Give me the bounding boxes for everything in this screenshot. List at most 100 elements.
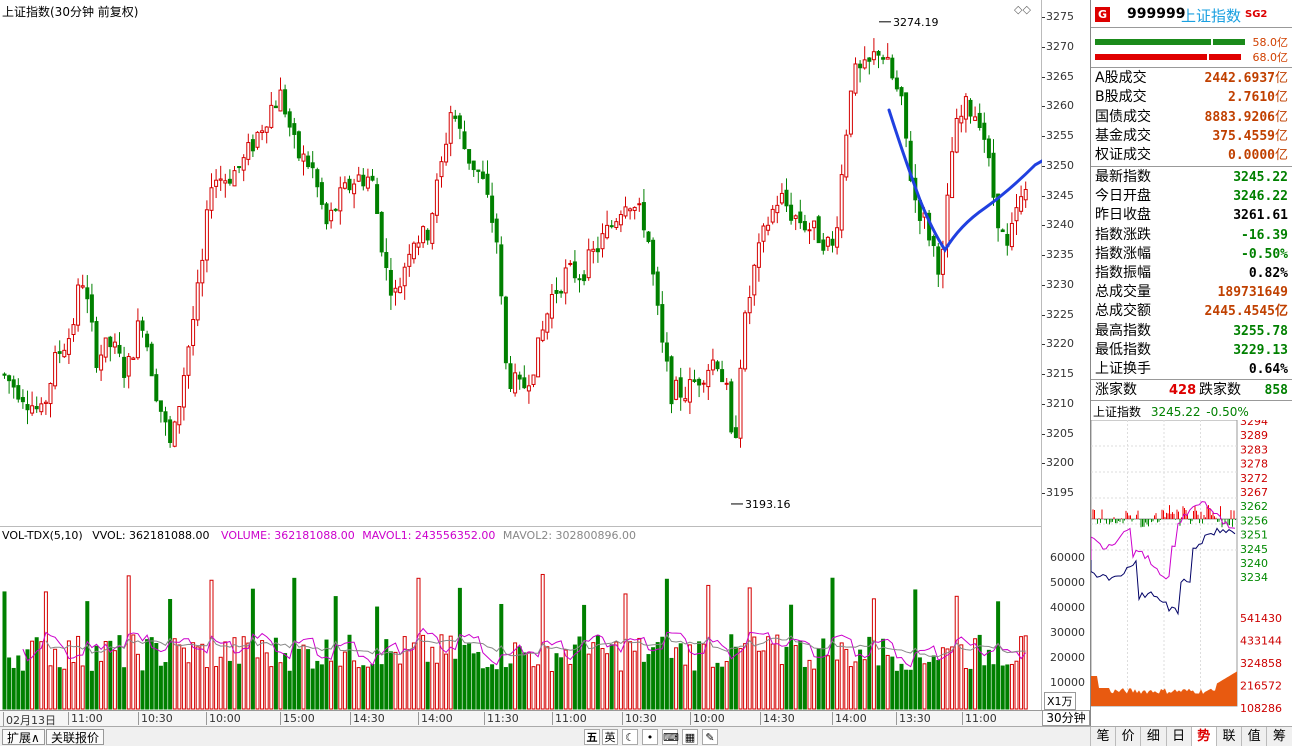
index-stat-row: 指数涨幅 -0.50% xyxy=(1095,245,1288,264)
volume-bar xyxy=(1019,636,1024,710)
ime-chinese-button[interactable]: 五 xyxy=(584,729,600,745)
index-stat-label: 上证换手 xyxy=(1095,361,1151,377)
volume-bar xyxy=(812,668,817,710)
candle-body xyxy=(324,203,329,225)
mini-avg-line xyxy=(1091,501,1236,580)
ime-english-button[interactable]: 英 xyxy=(602,729,618,745)
index-stat-label: 总成交量 xyxy=(1095,284,1151,301)
volume-bar xyxy=(513,642,518,710)
date-axis: 02月13日 11:00 10:30 10:00 15:00 14:30 14:00 11:3… xyxy=(0,710,1042,728)
volume-bar xyxy=(664,578,669,710)
candle-body xyxy=(950,151,955,199)
tab-3[interactable]: 日 xyxy=(1165,727,1191,746)
price-tick-mark xyxy=(1042,344,1045,346)
volume-bar xyxy=(324,639,329,710)
candle xyxy=(618,210,623,233)
candle-body xyxy=(784,189,789,207)
mini-vol-tick: 108286 xyxy=(1240,702,1282,715)
candle-body xyxy=(490,195,495,223)
period-selector[interactable]: 30分钟 xyxy=(1042,710,1090,726)
date-label: 14:30 xyxy=(760,712,795,725)
volume-bar xyxy=(651,647,656,710)
chart-options-icon[interactable]: ◇◇ xyxy=(1014,3,1031,16)
date-label: 11:00 xyxy=(552,712,587,725)
candlestick-chart[interactable]: 3274.19 3193.16 上证指数(30分钟 前复权) ◇◇ xyxy=(0,0,1137,526)
candle xyxy=(158,400,163,423)
sell-power-bar xyxy=(1095,54,1207,60)
candle xyxy=(416,235,421,256)
wrench-icon[interactable]: ✎ xyxy=(702,729,718,745)
candle xyxy=(554,277,559,304)
candle xyxy=(982,112,987,153)
vol-indicator-name: VOL-TDX(5,10) xyxy=(2,529,83,542)
candle-body xyxy=(586,249,591,279)
volume-bar xyxy=(25,649,30,710)
candle-body xyxy=(462,131,467,150)
expand-button[interactable]: 扩展∧ xyxy=(2,729,45,745)
candle-body xyxy=(982,122,987,140)
tab-1[interactable]: 价 xyxy=(1115,727,1140,746)
candle-body xyxy=(531,374,536,385)
tab-6[interactable]: 值 xyxy=(1241,727,1266,746)
candle-body xyxy=(209,187,214,211)
candle-body xyxy=(577,278,582,281)
related-quote-button[interactable]: 关联报价 xyxy=(46,729,105,745)
tab-7[interactable]: 筹 xyxy=(1266,727,1291,746)
candle-body xyxy=(545,313,550,333)
index-stat-value: 2445.4545亿 xyxy=(1204,304,1288,320)
candle xyxy=(549,283,554,329)
candle-body xyxy=(2,373,7,376)
candle xyxy=(715,360,720,372)
candle xyxy=(476,169,481,184)
candle-body xyxy=(283,89,288,115)
candle xyxy=(154,368,159,403)
candle-body xyxy=(1000,229,1005,233)
volume-bar xyxy=(30,640,35,710)
candle xyxy=(43,399,48,415)
moon-icon[interactable]: ☾ xyxy=(622,729,638,745)
candle xyxy=(991,139,996,206)
tab-0[interactable]: 笔 xyxy=(1090,727,1115,746)
tab-2[interactable]: 细 xyxy=(1140,727,1165,746)
keyboard-icon[interactable]: ⌨ xyxy=(662,729,679,745)
price-tick: 3220 xyxy=(1046,337,1074,351)
mini-price-tick: 3240 xyxy=(1240,557,1268,570)
candle xyxy=(421,225,426,248)
dot-icon[interactable]: • xyxy=(642,729,658,745)
candle-body xyxy=(830,238,835,246)
market-volume-unit: 亿 xyxy=(1274,71,1288,86)
g-badge-icon[interactable]: G xyxy=(1095,7,1110,22)
candle-body xyxy=(825,236,830,247)
candle xyxy=(494,213,499,254)
candle xyxy=(669,355,674,414)
grid-icon[interactable]: ▦ xyxy=(682,729,698,745)
candle-body xyxy=(296,131,301,159)
market-volume-row: 基金成交 375.4559亿 xyxy=(1095,127,1288,146)
candle-body xyxy=(812,220,817,229)
tab-5[interactable]: 联 xyxy=(1216,727,1241,746)
volume-bar xyxy=(582,604,587,710)
candle xyxy=(600,223,605,258)
candle-body xyxy=(278,89,283,112)
volume-chart[interactable]: VOL-TDX(5,10) VVOL: 362181088.00 VOLUME:… xyxy=(0,526,1042,710)
volume-bar xyxy=(122,667,127,710)
candle xyxy=(131,356,136,360)
volume-bar xyxy=(158,665,163,710)
index-stat-row: 最低指数 3229.13 xyxy=(1095,341,1288,360)
candle xyxy=(1009,212,1014,251)
volume-bar xyxy=(683,664,688,710)
index-stat-row: 今日开盘 3246.22 xyxy=(1095,187,1288,206)
candle xyxy=(563,259,568,305)
volume-bar xyxy=(968,668,973,710)
candle-body xyxy=(618,214,623,226)
candle-body xyxy=(214,179,219,187)
volume-bar xyxy=(490,664,495,710)
candle-body xyxy=(816,216,821,244)
up-count-value: 428 xyxy=(1169,383,1197,398)
price-tick-mark xyxy=(1042,195,1045,197)
candle-body xyxy=(839,174,844,231)
candle-body xyxy=(637,203,642,206)
candle xyxy=(439,156,444,188)
tab-4[interactable]: 势 xyxy=(1190,727,1216,746)
